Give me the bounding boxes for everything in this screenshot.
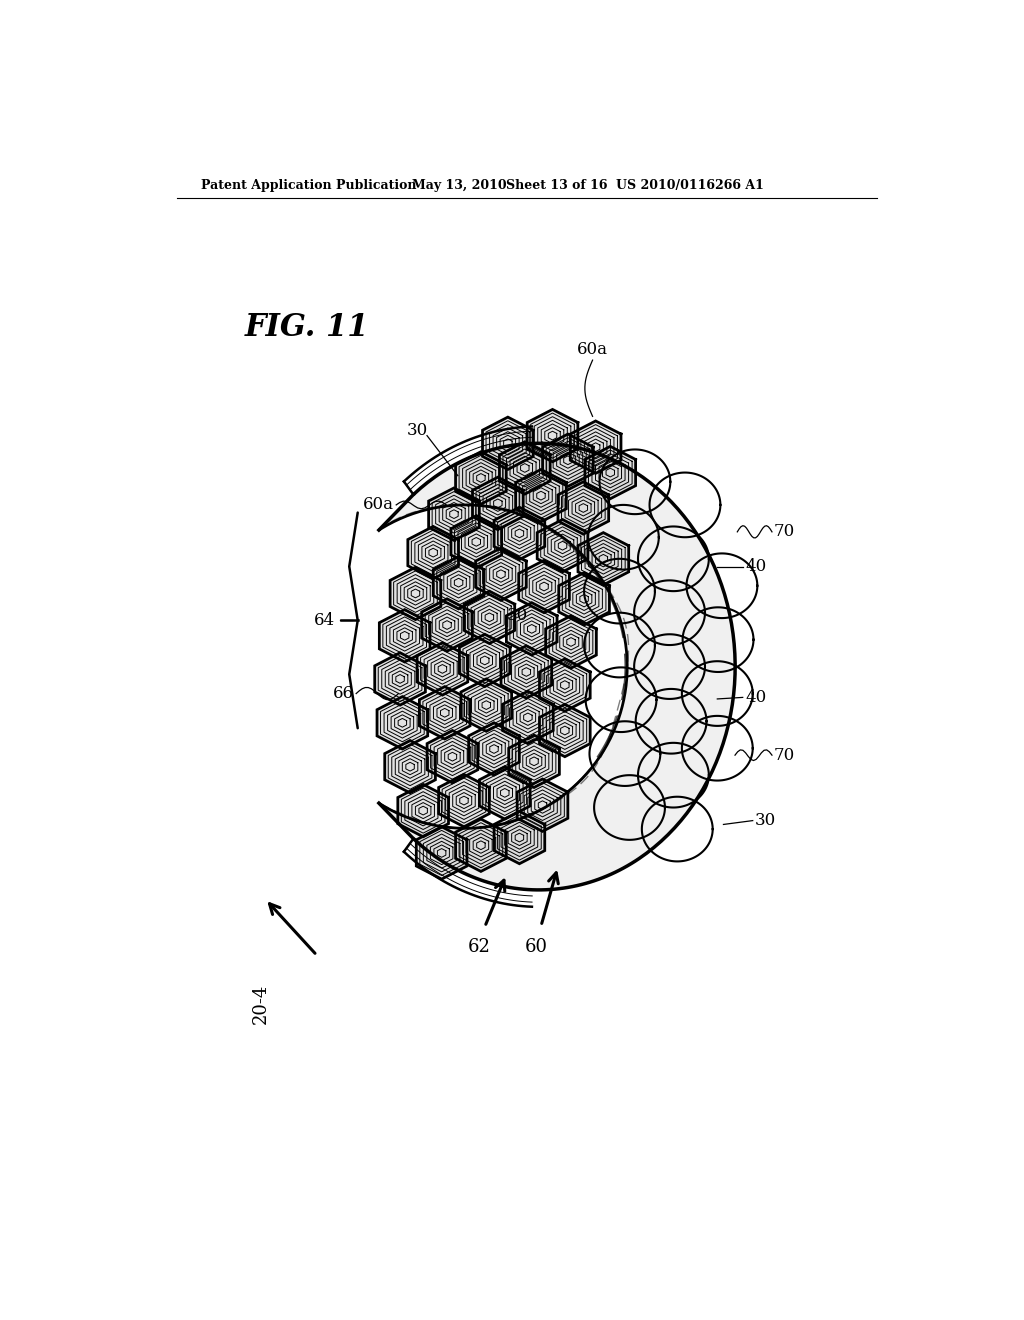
Text: 64: 64 <box>314 612 335 628</box>
Polygon shape <box>494 812 545 863</box>
Polygon shape <box>509 735 559 788</box>
Polygon shape <box>377 697 428 748</box>
Polygon shape <box>538 520 588 572</box>
Text: 30: 30 <box>755 812 775 829</box>
Polygon shape <box>570 421 621 474</box>
Polygon shape <box>379 444 735 890</box>
Polygon shape <box>417 643 468 696</box>
Polygon shape <box>451 516 502 568</box>
Text: US 2010/0116266 A1: US 2010/0116266 A1 <box>615 178 764 191</box>
Polygon shape <box>540 705 590 756</box>
Polygon shape <box>494 507 545 560</box>
Polygon shape <box>546 615 596 668</box>
Polygon shape <box>585 446 636 499</box>
Text: 66: 66 <box>333 685 354 702</box>
Polygon shape <box>375 653 425 705</box>
Polygon shape <box>379 610 430 663</box>
Polygon shape <box>438 775 489 826</box>
Polygon shape <box>507 603 557 655</box>
Text: 60a: 60a <box>578 341 608 358</box>
Polygon shape <box>558 482 608 535</box>
Polygon shape <box>527 409 578 462</box>
Text: 62: 62 <box>468 937 490 956</box>
Polygon shape <box>408 527 459 579</box>
Text: 70: 70 <box>773 747 795 764</box>
Polygon shape <box>540 659 590 711</box>
Polygon shape <box>461 678 512 731</box>
Text: 30: 30 <box>408 422 428 440</box>
Text: 40: 40 <box>745 558 766 576</box>
Polygon shape <box>427 730 478 783</box>
Polygon shape <box>422 599 472 651</box>
Text: 20-4: 20-4 <box>252 983 270 1024</box>
Polygon shape <box>578 533 629 585</box>
Polygon shape <box>429 488 479 540</box>
Text: 70: 70 <box>773 523 795 540</box>
Text: May 13, 2010: May 13, 2010 <box>412 178 506 191</box>
Text: Patent Application Publication: Patent Application Publication <box>202 178 417 191</box>
Text: 60a: 60a <box>362 496 394 513</box>
Polygon shape <box>469 723 519 775</box>
Polygon shape <box>420 686 470 739</box>
Text: 30: 30 <box>507 607 528 624</box>
Polygon shape <box>460 635 510 686</box>
Polygon shape <box>472 478 523 529</box>
Polygon shape <box>559 573 609 626</box>
Polygon shape <box>500 442 550 494</box>
Polygon shape <box>390 568 440 619</box>
Polygon shape <box>519 561 569 612</box>
Polygon shape <box>385 741 435 793</box>
Polygon shape <box>501 645 552 698</box>
Text: Sheet 13 of 16: Sheet 13 of 16 <box>506 178 607 191</box>
Polygon shape <box>516 470 566 521</box>
Polygon shape <box>475 548 526 601</box>
Polygon shape <box>503 692 553 743</box>
Polygon shape <box>479 767 530 818</box>
Text: 60: 60 <box>525 937 548 956</box>
Polygon shape <box>464 591 515 644</box>
Polygon shape <box>417 826 467 879</box>
Polygon shape <box>397 784 449 837</box>
Polygon shape <box>482 417 534 470</box>
Polygon shape <box>456 818 506 871</box>
Polygon shape <box>517 779 568 832</box>
Polygon shape <box>543 434 593 487</box>
Polygon shape <box>433 557 484 609</box>
Polygon shape <box>456 451 506 504</box>
Text: FIG. 11: FIG. 11 <box>245 313 369 343</box>
Text: 40: 40 <box>745 689 766 706</box>
